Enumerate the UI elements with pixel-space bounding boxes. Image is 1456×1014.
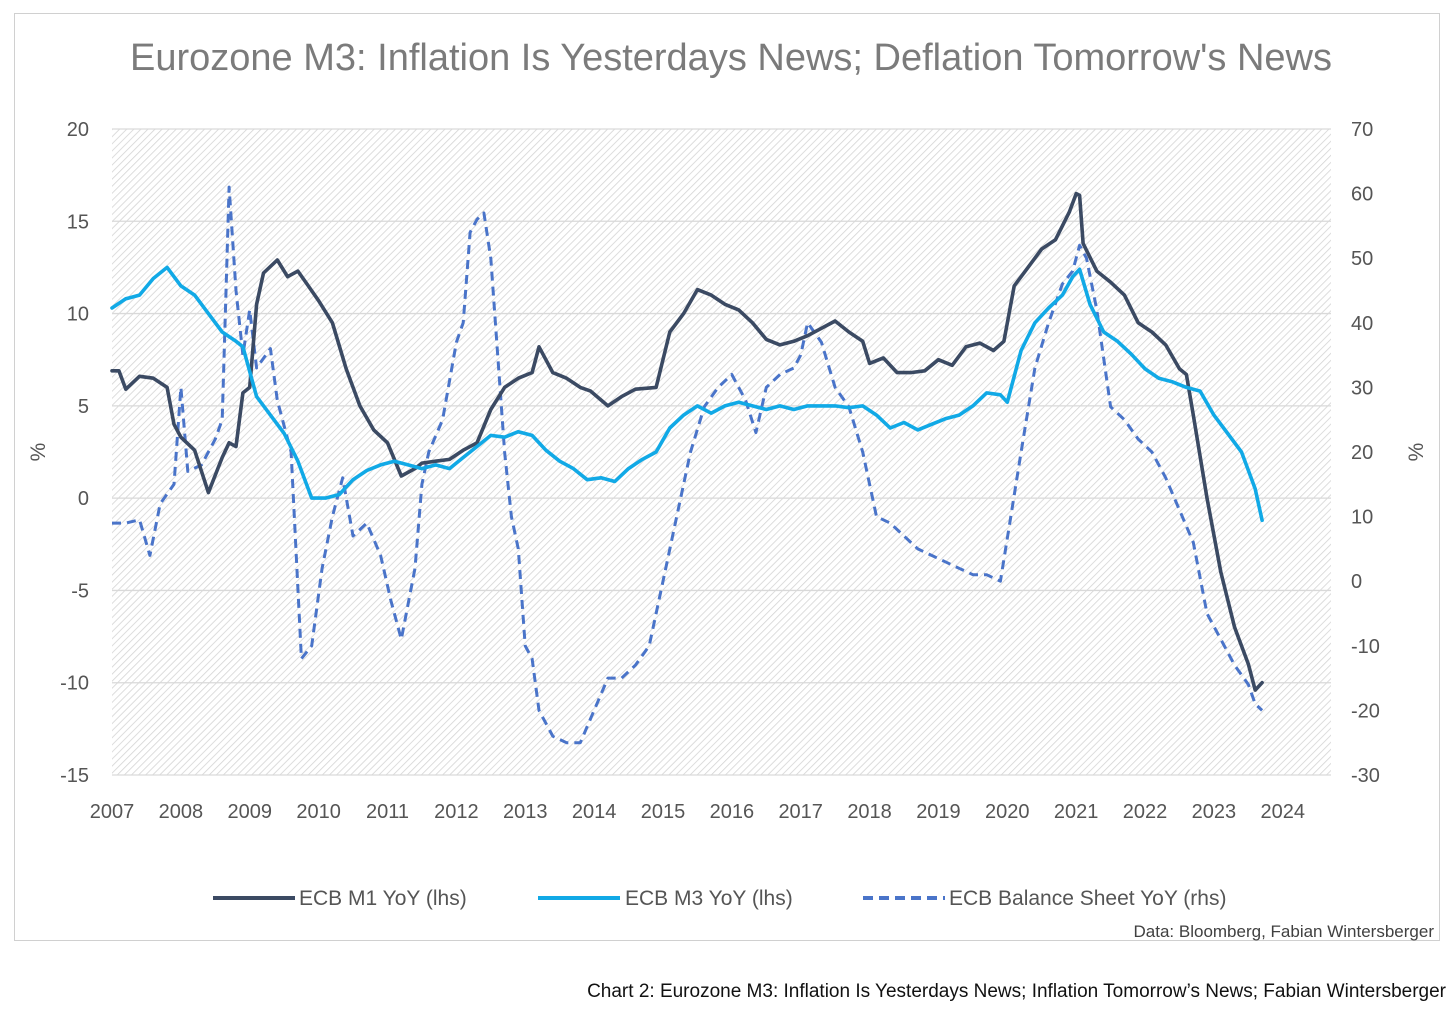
right-axis-ticks: 70 60 50 40 30 20 10 0 -10 -20 -30: [1351, 119, 1380, 787]
chart: Eurozone M3: Inflation Is Yesterdays New…: [27, 37, 1435, 941]
right-tick-label: 40: [1351, 313, 1373, 335]
series-line-m3: [110, 265, 1264, 523]
gridlines: [112, 128, 1331, 776]
right-tick-label: 50: [1351, 248, 1373, 270]
left-tick-label: 0: [78, 488, 89, 510]
chart-frame: Eurozone M3: Inflation Is Yesterdays New…: [14, 13, 1440, 941]
x-tick-label: 2013: [503, 801, 548, 823]
x-tick-label: 2009: [227, 801, 272, 823]
left-tick-label: -10: [60, 673, 89, 695]
series-layer: [110, 185, 1264, 745]
right-tick-label: 30: [1351, 377, 1373, 399]
x-tick-label: 2011: [366, 801, 409, 823]
right-tick-label: 60: [1351, 184, 1373, 206]
x-tick-label: 2007: [90, 801, 135, 823]
x-tick-label: 2019: [916, 801, 961, 823]
figure-caption: Chart 2: Eurozone M3: Inflation Is Yeste…: [587, 981, 1446, 1002]
left-tick-label: 5: [78, 396, 89, 418]
x-tick-label: 2017: [778, 801, 823, 823]
right-tick-label: 70: [1351, 119, 1373, 141]
legend: ECB M1 YoY (lhs) ECB M3 YoY (lhs) ECB Ba…: [213, 887, 1226, 910]
left-tick-label: -5: [71, 580, 89, 602]
x-tick-label: 2014: [572, 801, 617, 823]
left-tick-label: 20: [67, 119, 89, 141]
left-tick-label: -15: [60, 765, 89, 787]
chart-title: Eurozone M3: Inflation Is Yesterdays New…: [130, 37, 1332, 79]
right-tick-label: -20: [1351, 700, 1380, 722]
series-line-balance-sheet: [112, 185, 1264, 745]
x-axis-ticks: 2007 2008 2009 2010 2011 2012 2013 2014 2015 2016…: [90, 801, 1305, 823]
x-tick-label: 2020: [985, 801, 1030, 823]
legend-label-m1: ECB M1 YoY (lhs): [299, 887, 467, 910]
left-axis-label: %: [27, 443, 50, 462]
x-tick-label: 2023: [1192, 801, 1237, 823]
data-source: Data: Bloomberg, Fabian Wintersberger: [1134, 922, 1435, 941]
series-line-m1: [110, 191, 1264, 692]
x-tick-label: 2022: [1123, 801, 1168, 823]
right-tick-label: 20: [1351, 442, 1373, 464]
x-tick-label: 2024: [1261, 801, 1306, 823]
x-tick-label: 2010: [296, 801, 341, 823]
legend-label-bs: ECB Balance Sheet YoY (rhs): [949, 887, 1226, 910]
left-tick-label: 15: [67, 211, 89, 233]
right-tick-label: -30: [1351, 765, 1380, 787]
right-tick-label: 10: [1351, 507, 1373, 529]
x-tick-label: 2018: [847, 801, 892, 823]
x-tick-label: 2015: [641, 801, 686, 823]
right-tick-label: -10: [1351, 636, 1380, 658]
x-tick-label: 2008: [159, 801, 204, 823]
left-tick-label: 10: [67, 304, 89, 326]
plot-area: [112, 129, 1331, 775]
left-axis-ticks: 20 15 10 5 0 -5 -10 -15: [60, 119, 89, 787]
x-tick-label: 2012: [434, 801, 479, 823]
x-tick-label: 2021: [1054, 801, 1099, 823]
right-axis-label: %: [1405, 443, 1428, 462]
x-tick-label: 2016: [710, 801, 755, 823]
legend-label-m3: ECB M3 YoY (lhs): [625, 887, 793, 910]
right-tick-label: 0: [1351, 571, 1362, 593]
